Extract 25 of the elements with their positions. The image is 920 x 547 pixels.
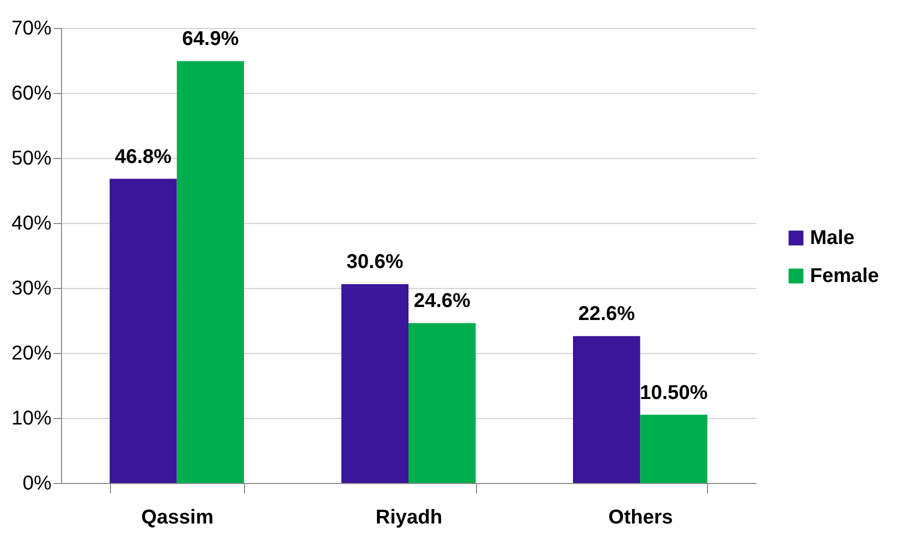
legend-label: Male [810, 227, 854, 249]
y-tick-label: 10% [11, 408, 52, 430]
data-label: 64.9% [182, 28, 239, 50]
bar [408, 323, 476, 483]
y-tick-label: 70% [11, 18, 52, 40]
x-tick-label: Riyadh [376, 506, 442, 528]
y-tick-label: 0% [22, 472, 52, 494]
x-tick-label: Qassim [141, 506, 214, 528]
x-tick-label: Others [608, 506, 673, 528]
bar [341, 284, 408, 483]
bar [640, 414, 708, 483]
bar [572, 336, 640, 483]
data-label: 30.6% [346, 251, 404, 274]
data-label: 46.8% [114, 146, 172, 168]
y-tick-label: 30% [11, 278, 52, 300]
data-label: 10.50% [640, 382, 708, 404]
y-tick-label: 60% [11, 82, 52, 104]
bar [176, 61, 244, 483]
legend-label: Female [810, 265, 879, 287]
y-tick-label: 50% [11, 148, 52, 170]
y-tick-label: 20% [11, 342, 52, 364]
data-label: 24.6% [414, 290, 471, 312]
bar [110, 178, 177, 483]
y-tick-label: 40% [11, 212, 52, 234]
data-label: 22.6% [578, 303, 636, 326]
